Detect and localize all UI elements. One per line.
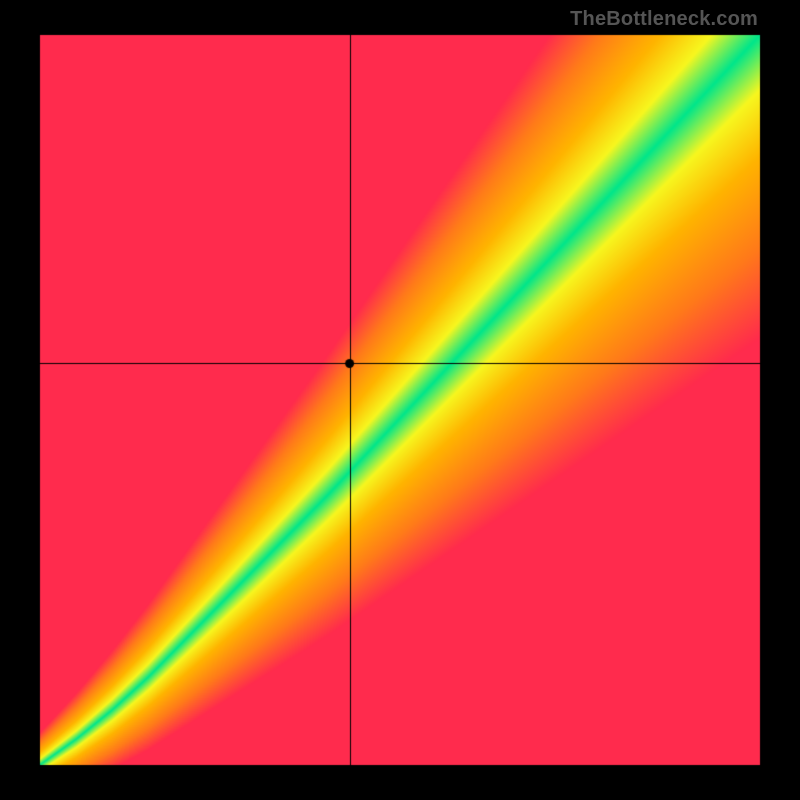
watermark-text: TheBottleneck.com (570, 8, 758, 31)
bottleneck-heatmap-canvas (0, 0, 800, 800)
chart-frame: TheBottleneck.com (0, 0, 800, 800)
